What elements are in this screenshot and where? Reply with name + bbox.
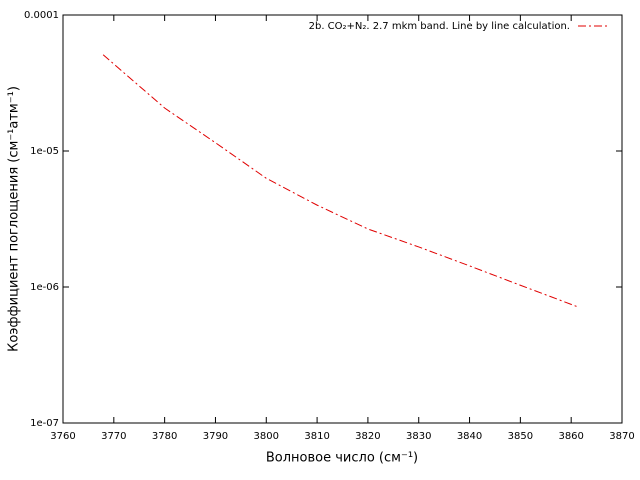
y-tick-label: 1e-06 xyxy=(30,282,59,293)
x-tick-label: 3770 xyxy=(101,431,126,442)
series-line xyxy=(102,54,579,308)
x-tick-label: 3850 xyxy=(508,431,533,442)
y-tick-label: 1e-05 xyxy=(30,146,59,157)
x-tick-label: 3810 xyxy=(304,431,329,442)
x-tick-label: 3790 xyxy=(203,431,228,442)
x-tick-label: 3780 xyxy=(152,431,177,442)
x-tick-label: 3870 xyxy=(609,431,634,442)
x-tick-label: 3820 xyxy=(355,431,380,442)
x-tick-label: 3840 xyxy=(457,431,482,442)
legend-label: 2b. CO₂+N₂. 2.7 mkm band. Line by line c… xyxy=(309,21,570,32)
x-axis-label: Волновое число (см⁻¹) xyxy=(266,451,418,466)
x-tick-label: 3830 xyxy=(406,431,431,442)
y-axis-label: Коэффициент поглощения (см⁻¹атм⁻¹) xyxy=(7,86,22,352)
x-tick-label: 3860 xyxy=(558,431,583,442)
plot-frame xyxy=(62,14,623,424)
x-tick-label: 3760 xyxy=(50,431,75,442)
y-tick-label: 0.0001 xyxy=(24,10,59,21)
y-tick-label: 1e-07 xyxy=(30,418,59,429)
x-tick-label: 3800 xyxy=(254,431,279,442)
